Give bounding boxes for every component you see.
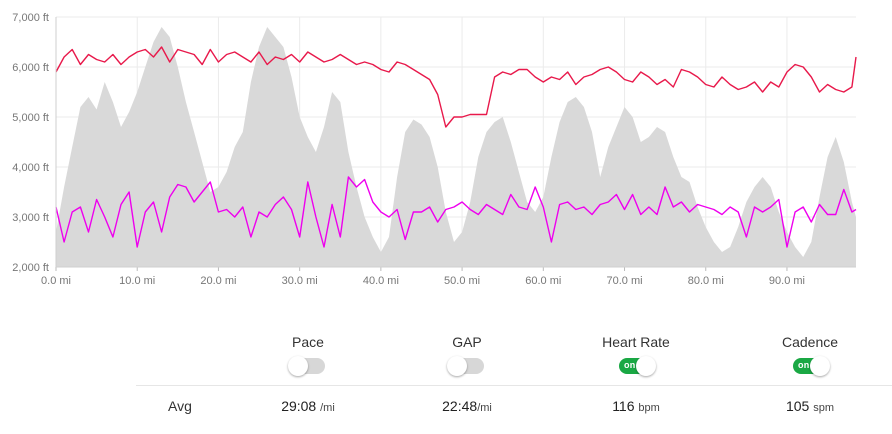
heart-rate-toggle[interactable]: on [619, 356, 656, 376]
chart-series [55, 27, 857, 267]
gap-value: 22:48/mi [397, 398, 537, 414]
y-tick-label: 3,000 ft [12, 212, 49, 224]
y-tick-label: 6,000 ft [12, 62, 49, 74]
toggle-on-text: on [624, 360, 636, 370]
gap-label: GAP [452, 334, 482, 350]
chart-axes: 2,000 ft 3,000 ft 4,000 ft 5,000 ft 6,000 ft… [12, 12, 856, 287]
elevation-area [56, 27, 856, 267]
heart-rate-value: 116 bpm [566, 398, 706, 414]
elevation-chart[interactable]: 2,000 ft 3,000 ft 4,000 ft 5,000 ft 6,000 ft… [0, 0, 892, 300]
pace-value: 29:08 /mi [238, 398, 378, 414]
heart-rate-number: 116 [612, 398, 635, 414]
cadence-number: 105 [785, 398, 810, 414]
cadence-toggle[interactable]: on [793, 356, 830, 376]
y-tick-label: 4,000 ft [12, 162, 49, 174]
pace-unit: /mi [320, 402, 335, 414]
heart-rate-label: Heart Rate [602, 334, 670, 350]
x-tick-label: 60.0 mi [525, 275, 561, 287]
x-tick-label: 50.0 mi [444, 275, 480, 287]
gap-toggle[interactable] [447, 356, 484, 376]
toggle-on-text: on [798, 360, 810, 370]
heart-rate-line [55, 46, 857, 128]
x-tick-label: 80.0 mi [688, 275, 724, 287]
gap-number: 22:48 [442, 398, 478, 414]
stats-panel: Pace GAP Heart Rate Cadence on on Avg 29… [0, 320, 892, 434]
x-tick-label: 0.0 mi [41, 275, 71, 287]
heart-rate-unit: bpm [638, 402, 660, 414]
toggle-knob [288, 356, 308, 376]
cadence-label: Cadence [781, 334, 839, 350]
x-tick-label: 90.0 mi [769, 275, 805, 287]
avg-label: Avg [168, 398, 192, 414]
cadence-value: 105 spm [740, 398, 880, 414]
cadence-line [55, 176, 857, 248]
x-tick-label: 10.0 mi [119, 275, 155, 287]
toggle-knob [810, 356, 830, 376]
y-tick-label: 2,000 ft [12, 262, 49, 274]
stats-divider [136, 385, 892, 386]
pace-number: 29:08 [281, 398, 317, 414]
x-tick-label: 40.0 mi [363, 275, 399, 287]
y-tick-label: 5,000 ft [12, 112, 49, 124]
x-tick-label: 30.0 mi [282, 275, 318, 287]
y-tick-label: 7,000 ft [12, 12, 49, 24]
toggle-knob [636, 356, 656, 376]
x-tick-label: 70.0 mi [606, 275, 642, 287]
toggle-knob [447, 356, 467, 376]
gap-unit: /mi [477, 402, 492, 414]
pace-label: Pace [292, 334, 324, 350]
cadence-unit: spm [813, 402, 835, 414]
pace-toggle[interactable] [288, 356, 325, 376]
x-tick-label: 20.0 mi [200, 275, 236, 287]
